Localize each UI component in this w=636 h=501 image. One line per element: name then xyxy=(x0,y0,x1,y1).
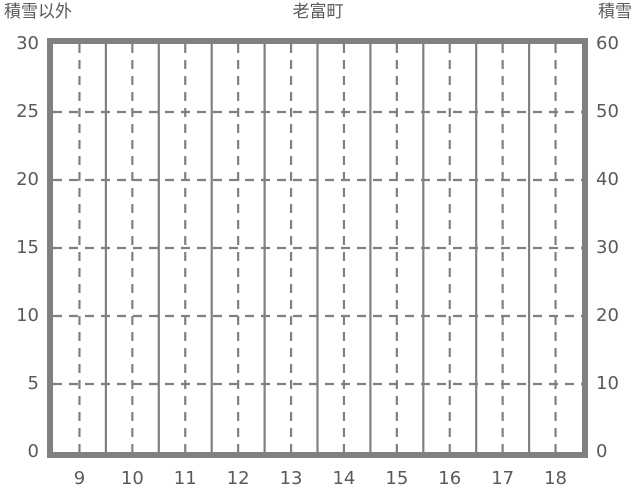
right-axis-tick-label: 50 xyxy=(596,101,619,122)
x-axis-tick-label: 17 xyxy=(491,468,515,489)
x-axis-tick-label: 10 xyxy=(120,468,144,489)
right-axis-tick-label: 60 xyxy=(596,33,619,54)
left-axis-tick-label: 10 xyxy=(16,305,39,326)
grid-lines xyxy=(53,44,582,452)
x-axis-tick-label: 11 xyxy=(173,468,197,489)
right-axis-tick-label: 20 xyxy=(596,305,619,326)
plot-grid-container xyxy=(53,44,582,452)
right-axis-tick-label: 30 xyxy=(596,237,619,258)
x-axis-tick-label: 16 xyxy=(438,468,462,489)
left-axis-tick-label: 15 xyxy=(16,237,39,258)
left-axis-tick-label: 25 xyxy=(16,101,39,122)
right-axis-tick-label: 0 xyxy=(596,441,608,462)
plot-area xyxy=(47,38,588,458)
left-axis-tick-label: 20 xyxy=(16,169,39,190)
right-axis-caption: 積雪 xyxy=(598,2,632,22)
left-axis-tick-label: 0 xyxy=(27,441,39,462)
x-axis-tick-label: 14 xyxy=(332,468,356,489)
x-axis-tick-label: 18 xyxy=(544,468,567,489)
right-axis-tick-label: 40 xyxy=(596,169,619,190)
left-axis-tick-label: 5 xyxy=(27,373,39,394)
x-axis-tick-label: 15 xyxy=(385,468,409,489)
x-axis-tick-label: 9 xyxy=(73,468,86,489)
left-axis-tick-label: 30 xyxy=(16,33,39,54)
right-axis-tick-label: 10 xyxy=(596,373,619,394)
x-axis-tick-label: 12 xyxy=(226,468,250,489)
x-axis-tick-label: 13 xyxy=(279,468,303,489)
left-axis-caption: 積雪以外 xyxy=(4,2,72,22)
chart-title: 老富町 xyxy=(292,2,344,22)
